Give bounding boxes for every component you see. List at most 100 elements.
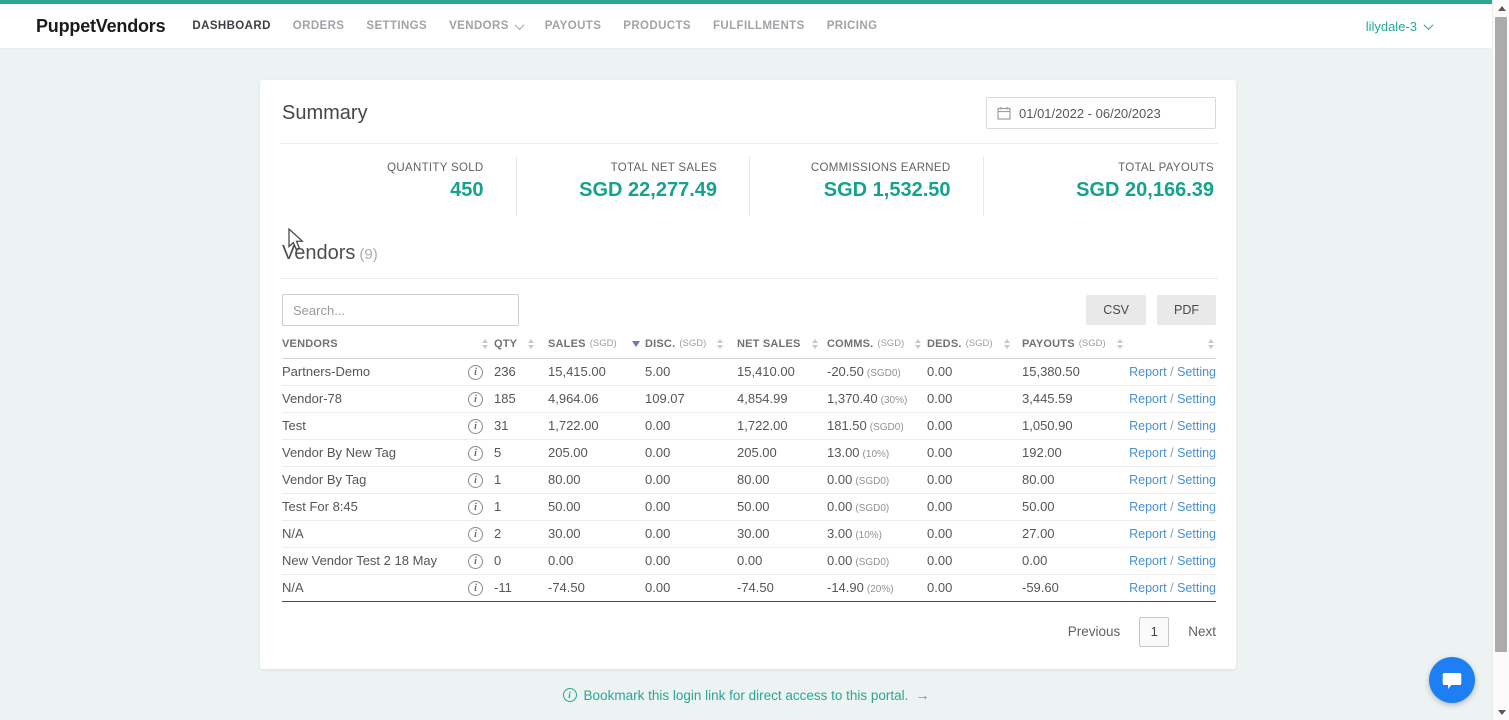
nav-item-vendors[interactable]: VENDORS xyxy=(438,14,534,38)
scrollbar-down-arrow[interactable] xyxy=(1493,704,1509,720)
qty-cell: 1 xyxy=(494,493,548,521)
chevron-down-icon xyxy=(514,19,525,30)
summary-stats: QUANTITY SOLD 450 TOTAL NET SALES SGD 22,27… xyxy=(282,156,1216,216)
table-row: Test i 31 1,722.00 0.00 1,722.00 181.50 (SGD0) 0… xyxy=(282,412,1216,440)
report-link[interactable]: Report xyxy=(1129,526,1167,541)
setting-link[interactable]: Setting xyxy=(1177,526,1216,541)
date-range-value: 01/01/2022 - 06/20/2023 xyxy=(1019,105,1161,121)
vendor-name-cell: Test xyxy=(282,412,468,440)
sort-icon[interactable] xyxy=(1116,338,1123,349)
setting-link[interactable]: Setting xyxy=(1177,364,1216,379)
comms-rate-note: (30%) xyxy=(880,395,908,406)
report-link[interactable]: Report xyxy=(1129,580,1167,595)
nav-item-orders[interactable]: ORDERS xyxy=(292,20,345,32)
info-icon[interactable]: i xyxy=(468,446,483,461)
sales-cell: -74.50 xyxy=(548,574,645,602)
table-row: Partners-Demo i 236 15,415.00 5.00 15,410.00-… xyxy=(282,358,1216,386)
actions-separator: / xyxy=(1166,472,1178,487)
bookmark-login-link[interactable]: i Bookmark this login link for direct ac… xyxy=(562,687,929,703)
nav-item-fulfillments[interactable]: FULFILLMENTS xyxy=(713,20,805,32)
net-sales-cell: 30.00 xyxy=(737,520,827,548)
sort-icon[interactable] xyxy=(717,338,724,349)
comms-rate-note: (10%) xyxy=(855,530,882,541)
vendors-section-title: Vendors (9) xyxy=(282,242,378,264)
dashboard-card: Summary 01/01/2022 - 06/20/2023 QUANTITY… xyxy=(260,80,1236,669)
pdf-export-button[interactable]: PDF xyxy=(1157,295,1216,325)
vertical-scrollbar[interactable] xyxy=(1492,0,1509,720)
info-icon[interactable]: i xyxy=(468,581,483,596)
sort-descending-icon[interactable] xyxy=(631,340,640,347)
sort-icon[interactable] xyxy=(1003,338,1010,349)
stat-total-net-sales: TOTAL NET SALES SGD 22,277.49 xyxy=(515,156,750,216)
sort-icon[interactable] xyxy=(1208,338,1214,349)
info-icon[interactable]: i xyxy=(468,500,483,515)
sort-icon[interactable] xyxy=(811,338,818,349)
nav-item-payouts[interactable]: PAYOUTS xyxy=(544,20,602,32)
app-logo[interactable]: PuppetVendors xyxy=(36,15,166,36)
comms-value: 13.00 xyxy=(827,445,860,460)
setting-link[interactable]: Setting xyxy=(1177,391,1216,406)
info-icon[interactable]: i xyxy=(468,365,483,380)
setting-link[interactable]: Setting xyxy=(1177,580,1216,595)
info-icon[interactable]: i xyxy=(468,554,483,569)
stat-value: SGD 20,166.39 xyxy=(1076,179,1214,201)
search-input[interactable] xyxy=(282,294,519,326)
vendor-name-cell: New Vendor Test 2 18 May xyxy=(282,547,468,575)
nav-item-products[interactable]: PRODUCTS xyxy=(623,20,691,32)
setting-link[interactable]: Setting xyxy=(1177,418,1216,433)
scrollbar-thumb[interactable] xyxy=(1495,17,1507,652)
vendors-table: VENDORS QTY SALES (SGD) DISC. (SGD) NET SALES C… xyxy=(282,330,1216,602)
vendor-name-cell: Vendor-78 xyxy=(282,385,468,413)
disc-cell: 5.00 xyxy=(645,358,737,386)
info-icon[interactable]: i xyxy=(468,473,483,488)
report-link[interactable]: Report xyxy=(1129,499,1167,514)
column-label: PAYOUTS xyxy=(1022,337,1075,350)
setting-link[interactable]: Setting xyxy=(1177,472,1216,487)
date-range-picker[interactable]: 01/01/2022 - 06/20/2023 xyxy=(986,97,1216,129)
account-name: lilydale-3 xyxy=(1365,18,1417,34)
column-label: VENDORS xyxy=(282,337,338,350)
comms-rate-note: (10%) xyxy=(862,449,890,460)
report-link[interactable]: Report xyxy=(1129,472,1167,487)
disc-cell: 0.00 xyxy=(645,520,737,548)
qty-cell: 236 xyxy=(494,358,548,386)
qty-cell: 1 xyxy=(494,466,548,494)
report-link[interactable]: Report xyxy=(1129,391,1167,406)
info-icon[interactable]: i xyxy=(468,419,483,434)
nav-item-dashboard[interactable]: DASHBOARD xyxy=(192,20,271,32)
info-icon[interactable]: i xyxy=(468,527,483,542)
vendor-info-cell: i xyxy=(468,358,494,386)
comms-value: 0.00 xyxy=(827,472,853,487)
scrollbar-up-arrow[interactable] xyxy=(1493,0,1509,16)
comms-rate-note: (SGD0) xyxy=(866,368,901,379)
next-page-button[interactable]: Next xyxy=(1188,624,1216,639)
previous-page-button[interactable]: Previous xyxy=(1067,624,1121,639)
column-header-vendors: VENDORS xyxy=(282,330,494,359)
column-header-disc: DISC. (SGD) xyxy=(645,330,737,359)
setting-link[interactable]: Setting xyxy=(1177,499,1216,514)
actions-separator: / xyxy=(1166,445,1178,460)
account-dropdown[interactable]: lilydale-3 xyxy=(1365,18,1434,34)
payouts-cell: 50.00 xyxy=(1022,493,1128,521)
sort-icon[interactable] xyxy=(482,338,488,349)
report-link[interactable]: Report xyxy=(1129,445,1167,460)
info-icon[interactable]: i xyxy=(468,392,483,407)
column-currency-note: (SGD) xyxy=(877,338,905,350)
report-link[interactable]: Report xyxy=(1129,364,1167,379)
report-link[interactable]: Report xyxy=(1129,553,1167,568)
nav-item-pricing[interactable]: PRICING xyxy=(826,20,878,32)
nav-item-settings[interactable]: SETTINGS xyxy=(366,20,428,32)
report-link[interactable]: Report xyxy=(1129,418,1167,433)
sort-icon[interactable] xyxy=(915,338,922,349)
page-number-button[interactable]: 1 xyxy=(1139,616,1170,647)
setting-link[interactable]: Setting xyxy=(1177,553,1216,568)
chat-widget-button[interactable] xyxy=(1429,657,1475,703)
table-row: Vendor By Tag i 1 80.00 0.00 80.00 0.00 (SGD0) 0… xyxy=(282,466,1216,494)
column-header-payouts: PAYOUTS (SGD) xyxy=(1022,330,1128,359)
vendor-info-cell: i xyxy=(468,547,494,575)
calendar-icon xyxy=(997,106,1011,120)
setting-link[interactable]: Setting xyxy=(1177,445,1216,460)
pagination: Previous 1 Next xyxy=(282,616,1216,647)
csv-export-button[interactable]: CSV xyxy=(1086,295,1146,325)
sort-icon[interactable] xyxy=(528,338,535,349)
